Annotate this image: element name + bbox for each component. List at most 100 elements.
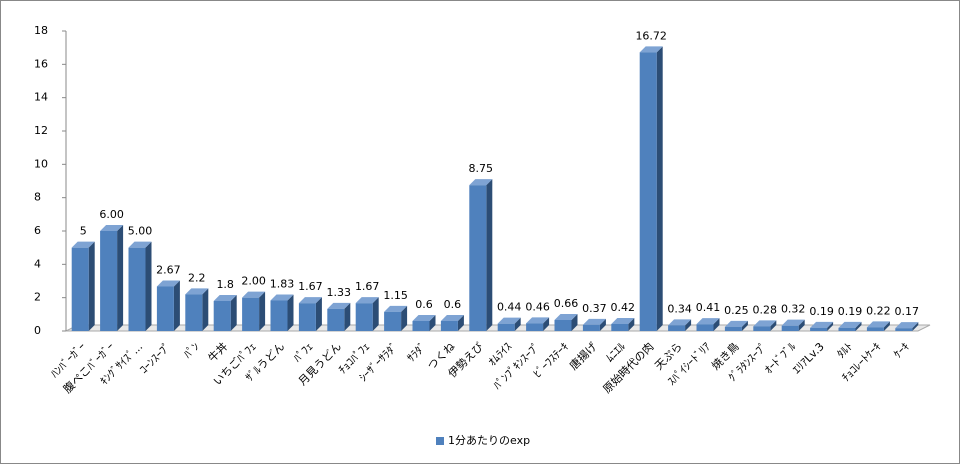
bar-top xyxy=(810,321,834,328)
bar xyxy=(526,323,544,331)
y-tick-label: 18 xyxy=(34,24,48,37)
bar xyxy=(298,303,316,331)
bar xyxy=(355,303,373,331)
value-label: 2.67 xyxy=(156,264,181,277)
y-tick-label: 14 xyxy=(34,91,48,104)
bar xyxy=(582,324,600,331)
bar xyxy=(753,326,771,331)
value-label: 0.19 xyxy=(838,305,863,318)
bar-side xyxy=(230,295,237,331)
bar-top xyxy=(724,320,748,327)
bar xyxy=(838,327,856,331)
bar xyxy=(497,323,515,331)
bar xyxy=(810,327,828,331)
bar-top xyxy=(838,321,862,328)
bar-side xyxy=(117,225,124,331)
y-tick-label: 10 xyxy=(34,157,48,170)
bar xyxy=(469,185,487,331)
value-label: 0.46 xyxy=(525,300,550,313)
bar-side xyxy=(486,179,493,331)
bar-side xyxy=(543,317,550,331)
value-label: 2.00 xyxy=(241,275,266,288)
bar xyxy=(327,308,345,331)
bar-top xyxy=(100,225,124,231)
bar-side xyxy=(287,294,294,331)
bar xyxy=(895,328,913,331)
bar-side xyxy=(685,319,692,331)
bar xyxy=(781,325,799,331)
value-label: 0.44 xyxy=(497,301,522,314)
bar-top xyxy=(582,318,606,325)
bar-top xyxy=(156,280,180,287)
bar-side xyxy=(429,315,436,331)
bar-top xyxy=(327,302,351,309)
bar-top xyxy=(668,319,692,326)
bar-side xyxy=(628,318,635,331)
legend-swatch xyxy=(436,437,444,445)
bar-top xyxy=(71,241,95,248)
bar-side xyxy=(571,314,578,331)
y-tick-label: 2 xyxy=(34,291,41,304)
bar-side xyxy=(202,288,209,331)
value-label: 1.83 xyxy=(270,278,295,291)
bar-side xyxy=(457,315,464,331)
bar xyxy=(611,324,629,331)
bar-top xyxy=(298,297,322,304)
bar-top xyxy=(696,318,720,325)
bar-side xyxy=(770,320,777,331)
y-tick-label: 0 xyxy=(34,324,41,337)
bar-top xyxy=(355,297,379,304)
bar-top xyxy=(895,322,919,329)
y-tick-label: 12 xyxy=(34,124,48,137)
value-label: 8.75 xyxy=(469,162,494,175)
bar xyxy=(866,327,884,331)
bar-top xyxy=(128,241,152,248)
bar xyxy=(156,286,174,331)
bar-top xyxy=(526,317,550,324)
bar xyxy=(554,320,572,331)
bar-top xyxy=(384,305,408,312)
bar-top xyxy=(639,46,663,53)
bar-side xyxy=(315,297,322,331)
y-tick-label: 4 xyxy=(34,257,41,270)
value-label: 0.41 xyxy=(696,301,721,314)
bar xyxy=(724,326,742,331)
value-label: 1.33 xyxy=(327,286,352,299)
bar-top xyxy=(554,314,578,320)
bar-top xyxy=(753,320,777,327)
bar-top xyxy=(213,295,237,301)
bar-side xyxy=(656,46,663,331)
bar-top xyxy=(611,318,635,324)
value-label: 0.25 xyxy=(724,304,749,317)
bar xyxy=(412,321,430,331)
legend-label: 1分あたりのexp xyxy=(448,434,530,447)
bar xyxy=(71,247,89,331)
bar-side xyxy=(713,318,720,331)
value-label: 1.15 xyxy=(383,289,408,302)
value-label: 2.2 xyxy=(188,271,206,284)
bar-side xyxy=(599,318,606,331)
bar-side xyxy=(855,321,862,331)
value-label: 0.19 xyxy=(809,305,834,318)
bar-side xyxy=(827,321,834,331)
value-label: 16.72 xyxy=(635,29,667,42)
value-label: 1.67 xyxy=(355,280,380,293)
bar xyxy=(100,231,118,331)
value-label: 0.22 xyxy=(866,304,891,317)
bar-side xyxy=(173,280,180,331)
bar-side xyxy=(88,241,95,331)
bar-side xyxy=(514,317,521,331)
bar-side xyxy=(401,305,408,331)
y-tick-label: 16 xyxy=(34,57,48,70)
bar-side xyxy=(883,321,890,331)
bar xyxy=(668,325,686,331)
value-label: 0.17 xyxy=(895,305,920,318)
value-label: 0.32 xyxy=(781,303,806,316)
value-label: 0.6 xyxy=(444,298,462,311)
bar-side xyxy=(259,291,266,331)
bar xyxy=(696,324,714,331)
bar-top xyxy=(440,315,464,321)
bar-top xyxy=(185,288,209,295)
bar xyxy=(128,247,146,331)
